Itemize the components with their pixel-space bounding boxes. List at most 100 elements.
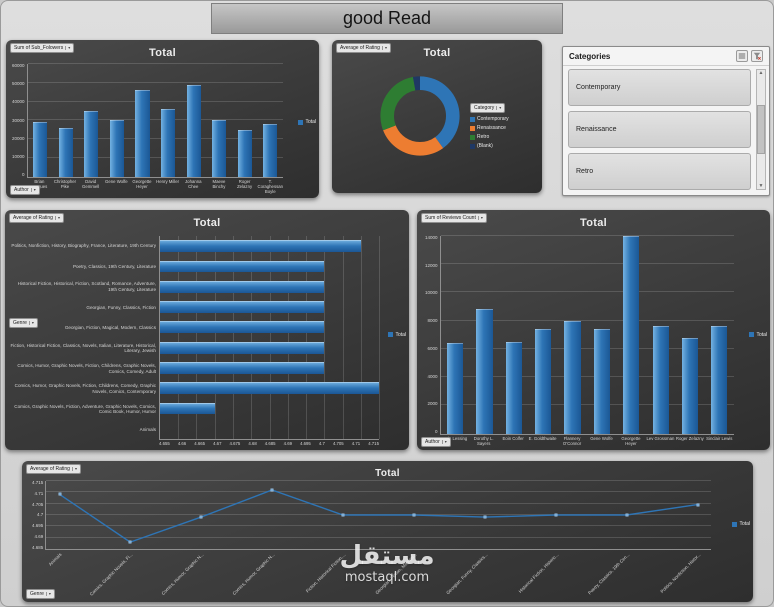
gridline (440, 376, 734, 378)
legend-item: Retro (470, 134, 536, 140)
legend-label: Total (739, 521, 750, 528)
multi-select-icon[interactable] (736, 50, 748, 62)
donut-slice (380, 76, 460, 156)
axis-tick-label: 10000 (425, 290, 438, 296)
donut-legend-items: Contemporary Renaissance Retro (Blank) (470, 116, 536, 149)
field-button-sum-sub-followers[interactable]: Sum of Sub_Folowers ▾ (10, 43, 75, 53)
axis-tick-label: Politics, Nonfiction, History, Biography… (11, 243, 156, 249)
gridline (440, 347, 734, 349)
slicer-item-contemporary[interactable]: Contemporary (568, 69, 751, 106)
gridline (46, 525, 711, 527)
scroll-up-icon[interactable]: ▲ (758, 70, 764, 76)
clear-filter-icon[interactable] (751, 50, 763, 62)
legend-item: (Blank) (470, 143, 536, 149)
axis-tick-label: 2000 (427, 401, 438, 407)
axis-field-button-genre[interactable]: Genre ▾ (9, 318, 38, 328)
bar (711, 326, 728, 434)
legend-swatch (470, 125, 475, 131)
gridline (251, 236, 253, 439)
panel-rating-line-chart: Average of Rating ▾ Total Total 4.715 4.7… (22, 461, 753, 602)
axis-field-button-author[interactable]: Author ▾ (421, 437, 451, 447)
axis-tick-label: Doris Lessing (441, 435, 468, 441)
axis-tick-label: Georgette Heyer (132, 178, 152, 189)
bar (160, 382, 379, 395)
axis-tick-label: Sinclair Lewis (706, 435, 733, 441)
scroll-down-icon[interactable]: ▼ (758, 183, 764, 189)
data-point-marker (412, 513, 416, 517)
legend-swatch (388, 332, 394, 338)
axis-tick-label: 30000 (12, 117, 25, 123)
bar-row (160, 419, 379, 439)
bar (681, 337, 698, 434)
chart-legend: Total (388, 332, 406, 338)
gridline (360, 236, 362, 439)
field-button-label: Average of Rating (340, 45, 380, 51)
field-button-label: Sum of Reviews Count (425, 215, 476, 221)
slicer-item-retro[interactable]: Retro (568, 153, 751, 190)
axis-field-button-genre[interactable]: Genre ▾ (26, 589, 55, 599)
gridline (46, 491, 711, 493)
panel-genre-rating-chart: Average of Rating ▾ Total Total Politics… (5, 210, 409, 450)
axis-tick-label: Lev Grossman (646, 435, 675, 441)
chevron-down-icon: ▾ (65, 45, 70, 51)
line-chart: 4.715 4.71 4.705 4.7 4.695 4.69 4.685 Animals Co… (32, 480, 711, 600)
axis-field-button-author[interactable]: Author ▾ (10, 185, 40, 195)
bar-row (160, 256, 379, 276)
chart-legend: Total (298, 119, 316, 125)
axis-tick-label: Historical Fiction, Historic... (517, 552, 560, 594)
scrollbar-thumb[interactable] (757, 104, 765, 155)
legend-field-label: Category (474, 105, 495, 111)
genre-rating-chart: Politics, Nonfiction, History, Biography… (9, 236, 380, 446)
chevron-down-icon: ▾ (441, 439, 447, 445)
bar (476, 309, 493, 434)
field-button-average-rating[interactable]: Average of Rating ▾ (336, 43, 391, 53)
gridline (440, 319, 734, 321)
y-axis: 4.715 4.71 4.705 4.7 4.695 4.69 4.685 (32, 480, 45, 550)
field-button-sum-reviews-count[interactable]: Sum of Reviews Count ▾ (421, 213, 487, 223)
axis-tick-label: Maeve Binchy (212, 178, 226, 189)
chart-title: Total (149, 47, 176, 59)
gridline (178, 236, 180, 439)
donut-slice (380, 76, 460, 156)
axis-tick-label: 0 (22, 172, 25, 178)
page-title: good Read (342, 8, 432, 28)
axis-tick-label: Roger Zelazny (675, 435, 704, 441)
field-button-average-rating[interactable]: Average of Rating ▾ (9, 213, 64, 223)
axis-tick-label: 4.695 (32, 523, 44, 528)
field-button-average-rating[interactable]: Average of Rating ▾ (26, 464, 81, 474)
axis-tick-label: 4.705 (32, 501, 44, 507)
chart-title: Total (580, 217, 607, 229)
axis-tick-label: Flannery O'Connor (562, 435, 582, 446)
axis-tick-label: 4000 (427, 373, 438, 379)
gridline (342, 236, 344, 439)
chevron-down-icon: ▾ (30, 187, 36, 193)
slicer-scrollbar[interactable]: ▲ ▼ (756, 69, 766, 190)
bar (593, 329, 610, 434)
bar-series (28, 64, 283, 177)
legend-field-button-category[interactable]: Category ▾ (470, 103, 506, 113)
panel-rating-donut: Average of Rating ▾ Total Category ▾ Con… (332, 40, 542, 193)
axis-tick-label: Christopher Pike (53, 178, 77, 189)
gridline (214, 236, 216, 439)
slicer-header: Categories (563, 47, 769, 66)
bar-chart: 14000 12000 10000 8000 6000 4000 2000 0 Doris Le… (425, 235, 734, 446)
gridline (196, 236, 198, 439)
gridline (324, 236, 326, 439)
slicer-item-renaissance[interactable]: Renaissance (568, 111, 751, 148)
bar (623, 236, 640, 434)
axis-tick-label: Comics, Humor, Graphic Novels, Fiction, … (14, 383, 156, 395)
plot-area (159, 236, 380, 440)
axis-tick-label: 4.7 (37, 512, 44, 518)
line-series (46, 481, 711, 549)
bar (212, 120, 227, 177)
chevron-down-icon: ▾ (496, 105, 501, 111)
gridline (27, 138, 283, 140)
axis-tick-label: Gene Wolfe (105, 178, 128, 184)
legend-swatch (470, 143, 475, 149)
legend-swatch (470, 134, 475, 140)
bar (186, 84, 201, 177)
bar (160, 260, 325, 273)
panel-subscribers-chart: Sum of Sub_Folowers ▾ Total Total 60000 5… (6, 40, 319, 198)
chart-legend: Total (749, 332, 767, 338)
